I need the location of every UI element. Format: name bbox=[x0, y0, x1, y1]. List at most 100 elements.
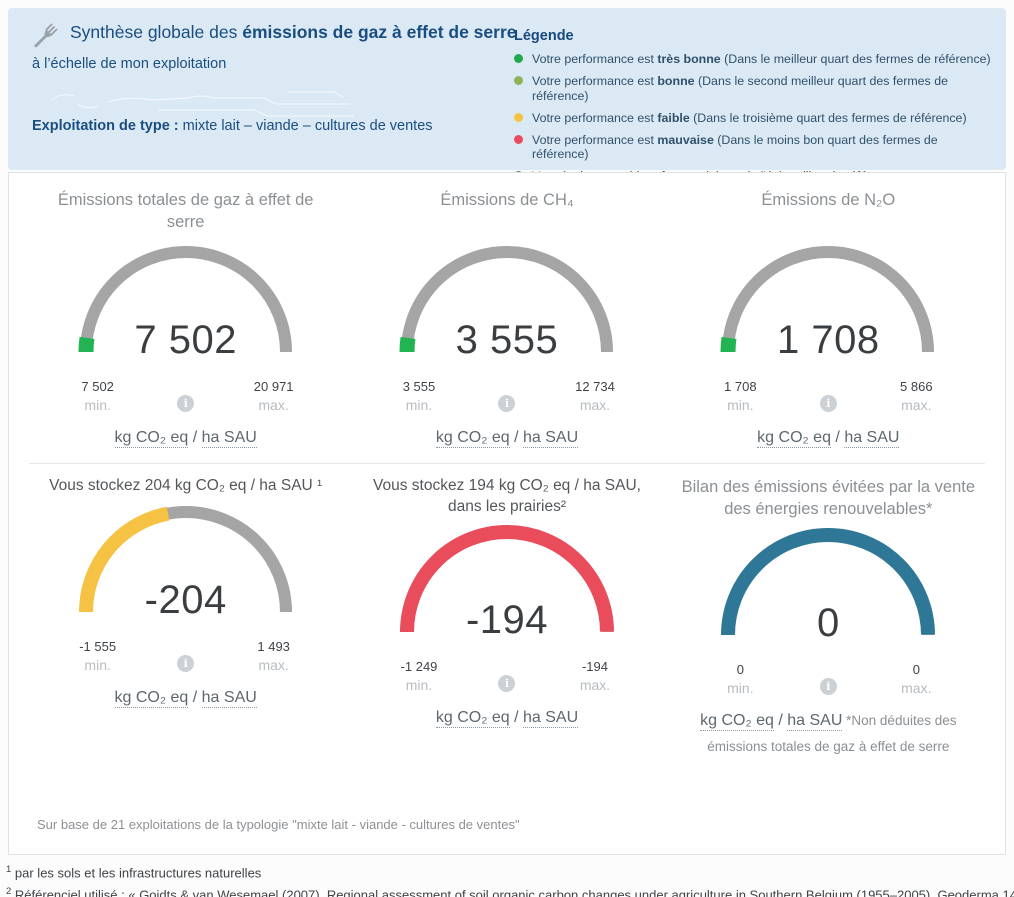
legend-item-text: Votre performance est mauvaise (Dans le … bbox=[532, 132, 938, 162]
gauge-n2o: Émissions de N₂O 1 708 1 708 min. i bbox=[668, 189, 989, 451]
gauge-soil-storage: Vous stockez 204 kg CO₂ eq / ha SAU ¹ -2… bbox=[25, 476, 346, 760]
gauge-unit: kg CO₂ eq / ha SAU *Non déduites des émi… bbox=[700, 712, 957, 754]
gauge-max: 1 493 max. bbox=[257, 638, 290, 673]
gauge-unit: kg CO₂ eq / ha SAU bbox=[114, 688, 257, 708]
legend-item-text: Votre performance est bonne (Dans le sec… bbox=[532, 73, 948, 103]
gauge-max: 5 866 max. bbox=[900, 379, 933, 413]
unit-tooltip-link[interactable]: ha SAU bbox=[201, 688, 257, 708]
footnote-1: 1 par les sols et les infrastructures na… bbox=[6, 864, 262, 881]
gauge-title: Vous stockez 204 kg CO₂ eq / ha SAU ¹ bbox=[49, 476, 323, 494]
unit-tooltip-link[interactable]: kg CO₂ eq bbox=[435, 429, 510, 448]
gauge-minmax: 7 502 min. i 20 971 max. bbox=[58, 379, 314, 413]
unit-tooltip-link[interactable]: kg CO₂ eq bbox=[435, 709, 510, 729]
gauge-arc: -194 bbox=[399, 525, 614, 642]
unit-tooltip-link[interactable]: kg CO₂ eq bbox=[757, 429, 831, 448]
legend-title: Légende bbox=[514, 28, 574, 44]
gauge-unit: kg CO₂ eq / ha SAU bbox=[114, 429, 257, 448]
info-icon[interactable]: i bbox=[177, 395, 195, 412]
gauge-minmax: 0 min. i 0 max. bbox=[700, 662, 956, 696]
gauges-row-1: Émissions totales de gaz à effet de serr… bbox=[9, 173, 1005, 451]
gauge-value: 0 bbox=[816, 601, 840, 646]
gauge-arc: 1 708 bbox=[720, 244, 936, 362]
renewables-note: *Non déduites des émissions totales de g… bbox=[707, 713, 957, 754]
header-banner: Synthèse globale des émissions de gaz à … bbox=[8, 8, 1006, 183]
info-icon[interactable]: i bbox=[498, 395, 516, 412]
gauge-arc: 3 555 bbox=[399, 244, 615, 362]
gauge-max: 12 734 max. bbox=[575, 379, 615, 413]
gauge-value: -194 bbox=[465, 598, 549, 643]
page-title-bold: émissions de gaz à effet de serre bbox=[242, 22, 517, 42]
gauges-card: Émissions totales de gaz à effet de serr… bbox=[8, 172, 1006, 855]
red-dot-icon bbox=[514, 134, 523, 144]
unit-tooltip-link[interactable]: kg CO₂ eq bbox=[114, 429, 189, 448]
gauge-value: 1 708 bbox=[777, 318, 880, 362]
legend-item-faible: Votre performance est faible (Dans le tr… bbox=[514, 111, 994, 126]
unit-tooltip-link[interactable]: ha SAU bbox=[522, 429, 579, 448]
gauge-min: 7 502 min. bbox=[81, 379, 114, 413]
info-icon[interactable]: i bbox=[819, 395, 837, 412]
gauge-minmax: 3 555 min. i 12 734 max. bbox=[379, 379, 635, 413]
unit-tooltip-link[interactable]: ha SAU bbox=[844, 429, 900, 448]
unit-tooltip-link[interactable]: ha SAU bbox=[787, 712, 843, 732]
gauge-title: Bilan des émissions évitées par la vente… bbox=[681, 477, 976, 518]
gauge-min: -1 249 min. bbox=[400, 659, 438, 694]
gauge-value: 3 555 bbox=[455, 318, 559, 362]
legend-item-tres-bonne: Votre performance est très bonne (Dans l… bbox=[514, 52, 994, 67]
unit-tooltip-link[interactable]: ha SAU bbox=[201, 429, 257, 448]
gauge-ch4: Émissions de CH₄ 3 555 3 555 min. i bbox=[346, 189, 667, 451]
light-green-dot-icon bbox=[514, 75, 523, 85]
unit-tooltip-link[interactable]: kg CO₂ eq bbox=[700, 712, 774, 732]
farm-type-line: Exploitation de type : mixte lait – vian… bbox=[32, 118, 433, 134]
gauge-min: 3 555 min. bbox=[402, 379, 436, 413]
landscape-watermark-decoration bbox=[38, 82, 368, 129]
gauge-title: Émissions totales de gaz à effet de serr… bbox=[57, 191, 314, 232]
footnote-2: 2 Référenciel utilisé : « Goidts & van W… bbox=[6, 886, 1014, 897]
gauge-title: Émissions de CH₄ bbox=[440, 191, 574, 209]
footnotes: 1 par les sols et les infrastructures na… bbox=[6, 858, 1014, 897]
gauge-total-ghg: Émissions totales de gaz à effet de serr… bbox=[25, 189, 346, 451]
gauge-minmax: -1 249 min. i -194 max. bbox=[379, 659, 635, 693]
info-icon[interactable]: i bbox=[498, 675, 516, 693]
farm-type-label: Exploitation de type : bbox=[32, 118, 179, 134]
gauge-max: 20 971 max. bbox=[253, 379, 294, 413]
gauge-value: 7 502 bbox=[134, 318, 237, 362]
green-dot-icon bbox=[514, 54, 523, 63]
sample-size-note: Sur base de 21 exploitations de la typol… bbox=[37, 817, 520, 832]
fork-icon bbox=[28, 20, 62, 54]
rows-divider bbox=[29, 462, 985, 464]
gauge-unit: kg CO₂ eq / ha SAU bbox=[435, 709, 579, 729]
info-icon[interactable]: i bbox=[177, 654, 195, 672]
info-icon[interactable]: i bbox=[819, 678, 837, 696]
unit-tooltip-link[interactable]: ha SAU bbox=[522, 709, 579, 729]
gauge-unit: kg CO₂ eq / ha SAU bbox=[757, 429, 900, 448]
legend-item-mauvaise: Votre performance est mauvaise (Dans le … bbox=[514, 133, 994, 163]
legend: Légende Votre performance est très bonne… bbox=[514, 28, 994, 184]
legend-item-bonne: Votre performance est bonne (Dans le sec… bbox=[514, 74, 994, 104]
yellow-dot-icon bbox=[514, 112, 523, 122]
page-subtitle: à l’échelle de mon exploitation bbox=[32, 56, 227, 72]
gauge-value: -204 bbox=[144, 577, 227, 622]
page-title: Synthèse globale des émissions de gaz à … bbox=[70, 22, 517, 43]
gauge-max: 0 max. bbox=[901, 662, 932, 697]
gauge-title: Émissions de N₂O bbox=[761, 191, 896, 209]
gauge-min: 0 min. bbox=[727, 662, 754, 697]
gauge-title: Vous stockez 194 kg CO₂ eq / ha SAU, dan… bbox=[373, 476, 641, 515]
legend-item-text: Votre performance est faible (Dans le tr… bbox=[532, 110, 967, 125]
gauge-unit: kg CO₂ eq / ha SAU bbox=[435, 429, 579, 448]
gauge-min: 1 708 min. bbox=[724, 379, 757, 413]
page-title-prefix: Synthèse globale des bbox=[70, 22, 243, 42]
gauge-arc: 7 502 bbox=[78, 244, 294, 362]
farm-type-value: mixte lait – viande – cultures de ventes bbox=[178, 118, 433, 134]
gauge-prairie-storage: Vous stockez 194 kg CO₂ eq / ha SAU, dan… bbox=[346, 476, 667, 760]
unit-tooltip-link[interactable]: kg CO₂ eq bbox=[114, 688, 189, 708]
gauge-renewables: Bilan des émissions évitées par la vente… bbox=[668, 476, 989, 760]
gauge-minmax: 1 708 min. i 5 866 max. bbox=[700, 379, 956, 413]
gauge-minmax: -1 555 min. i 1 493 max. bbox=[58, 639, 314, 673]
gauge-max: -194 max. bbox=[579, 659, 611, 694]
gauge-min: -1 555 min. bbox=[79, 638, 117, 673]
gauges-row-2: Vous stockez 204 kg CO₂ eq / ha SAU ¹ -2… bbox=[9, 464, 1005, 760]
gauge-arc: 0 bbox=[721, 528, 936, 645]
legend-item-text: Votre performance est très bonne (Dans l… bbox=[532, 52, 991, 66]
gauge-arc: -204 bbox=[78, 504, 293, 622]
